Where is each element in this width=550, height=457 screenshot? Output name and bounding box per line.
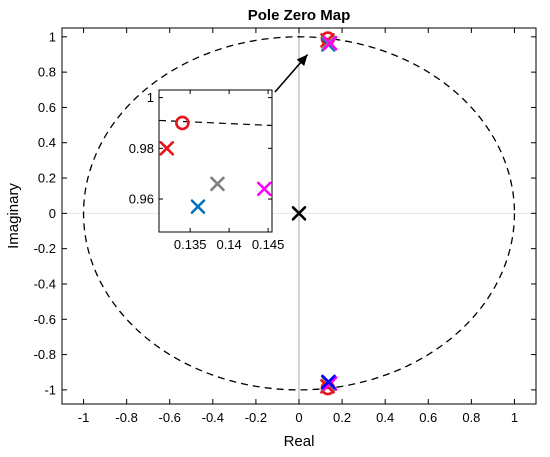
inset-pole-marker bbox=[210, 176, 225, 192]
x-tick-label: 0.6 bbox=[419, 410, 437, 425]
x-tick-label: 1 bbox=[511, 410, 518, 425]
x-tick-label: -0.2 bbox=[245, 410, 267, 425]
pole-marker bbox=[321, 374, 336, 390]
x-tick-label: -0.4 bbox=[202, 410, 224, 425]
y-tick-label: -0.4 bbox=[34, 276, 56, 291]
x-tick-label: 0 bbox=[295, 410, 302, 425]
inset-frame bbox=[158, 89, 273, 233]
y-tick-label: -0.6 bbox=[34, 312, 56, 327]
y-tick-label: 0.6 bbox=[38, 100, 56, 115]
zoom-arrow-head bbox=[296, 54, 308, 67]
x-axis-label: Real bbox=[284, 433, 315, 450]
inset-x-tick-label: 0.14 bbox=[216, 237, 241, 252]
inset-pole-marker bbox=[256, 181, 272, 197]
y-tick-label: 0.2 bbox=[38, 171, 56, 186]
y-tick-label: 0.4 bbox=[38, 135, 56, 150]
inset-y-tick-label: 0.96 bbox=[129, 192, 154, 207]
x-tick-label: 0.2 bbox=[333, 410, 351, 425]
inset-x-tick-label: 0.145 bbox=[252, 237, 285, 252]
pole-marker bbox=[322, 35, 338, 51]
y-tick-label: 1 bbox=[49, 29, 56, 44]
inset-x-tick-label: 0.135 bbox=[174, 237, 207, 252]
x-tick-label: 0.4 bbox=[376, 410, 394, 425]
chart-title: Pole Zero Map bbox=[248, 7, 351, 24]
y-tick-label: -1 bbox=[44, 382, 56, 397]
y-axis-label: Imaginary bbox=[5, 183, 22, 249]
pole-marker bbox=[291, 206, 307, 221]
unit-circle bbox=[82, 36, 516, 391]
x-tick-label: 0.8 bbox=[462, 410, 480, 425]
x-tick-label: -0.8 bbox=[115, 410, 137, 425]
y-tick-label: 0.8 bbox=[38, 65, 56, 80]
x-tick-label: -1 bbox=[78, 410, 90, 425]
y-tick-label: -0.8 bbox=[34, 347, 56, 362]
y-tick-label: -0.2 bbox=[34, 241, 56, 256]
inset-y-tick-label: 1 bbox=[147, 90, 154, 105]
inset-pole-marker bbox=[159, 141, 175, 156]
inset-y-tick-label: 0.98 bbox=[129, 141, 154, 156]
inset-pole-marker bbox=[190, 199, 206, 214]
inset-zero-marker bbox=[175, 115, 190, 131]
y-tick-label: 0 bbox=[49, 206, 56, 221]
x-tick-label: -0.6 bbox=[159, 410, 181, 425]
